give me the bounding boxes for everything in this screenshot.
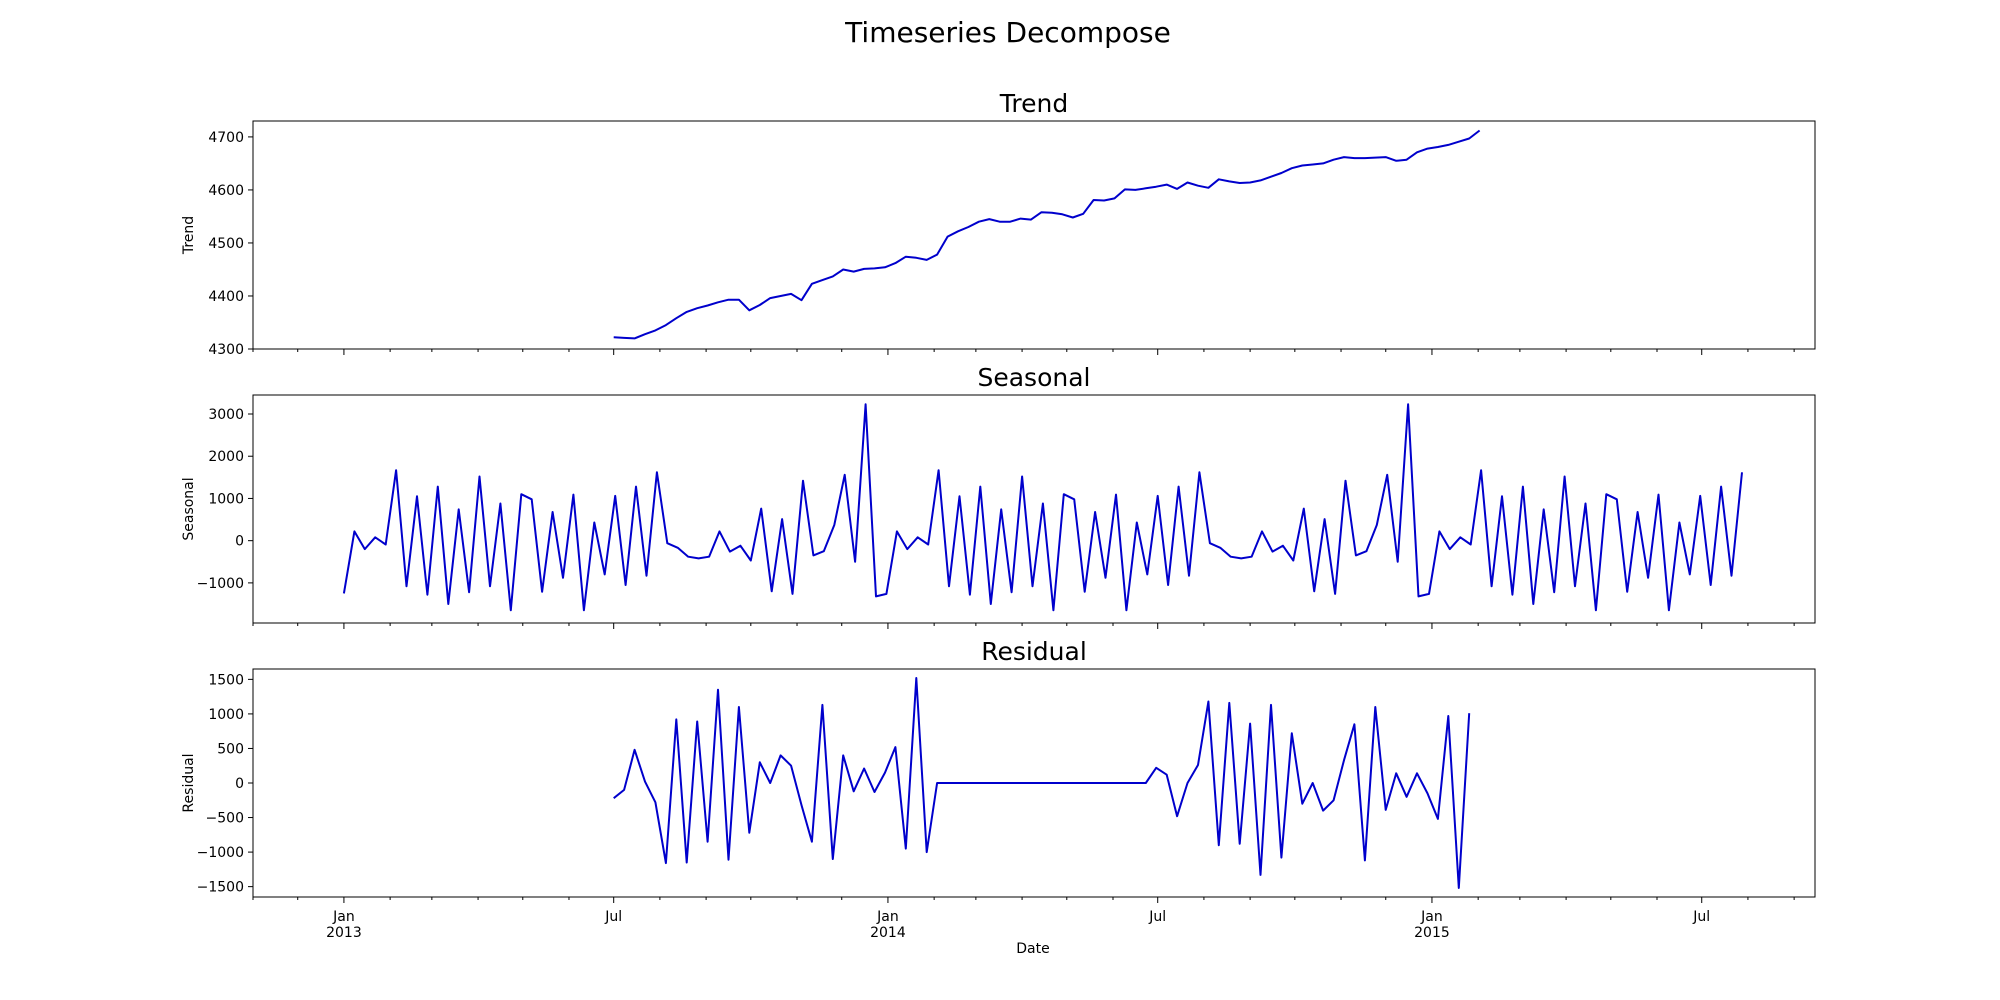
- figure-title: Timeseries Decompose: [844, 16, 1171, 49]
- panel-trend: Trend Trend 4300 4400 4500 4600 4700: [181, 89, 1816, 358]
- x-tick-label: Jan: [332, 909, 355, 925]
- y-tick-label: −500: [206, 811, 244, 827]
- y-tick-label: 4700: [208, 130, 244, 146]
- y-tick-label: 4500: [208, 236, 244, 252]
- x-tick-label: Jul: [1148, 909, 1166, 925]
- y-axis-label: Residual: [181, 753, 197, 812]
- x-tick-year-label: 2014: [870, 925, 906, 941]
- y-axis-label: Seasonal: [181, 477, 197, 540]
- y-tick-label: −1500: [197, 880, 244, 896]
- y-tick-label: −1000: [197, 576, 244, 592]
- y-tick-label: 1500: [208, 672, 244, 688]
- panel-title: Trend: [999, 89, 1068, 118]
- panels: TrendTrend43004400450046004700SeasonalSe…: [181, 89, 1816, 941]
- panel-title: Seasonal: [977, 363, 1090, 392]
- series-line-trend: [613, 129, 1481, 340]
- y-tick-label: 3000: [208, 407, 244, 423]
- axes-frame: [252, 394, 1816, 624]
- y-tick-label: 4400: [208, 289, 244, 305]
- x-tick-label: Jan: [1420, 909, 1443, 925]
- y-tick-label: 1000: [208, 491, 244, 507]
- y-tick-label: 0: [235, 776, 244, 792]
- y-tick-label: 1000: [208, 707, 244, 723]
- y-tick-label: 0: [235, 534, 244, 550]
- y-axis-label: Trend: [181, 216, 197, 255]
- x-tick-label: Jul: [604, 909, 622, 925]
- x-tick-year-label: 2015: [1414, 925, 1450, 941]
- y-tick-label: 4600: [208, 183, 244, 199]
- axes-frame: [252, 668, 1816, 898]
- y-tick-label: 4300: [208, 342, 244, 358]
- series-line-seasonal: [342, 403, 1743, 612]
- y-tick-label: 2000: [208, 449, 244, 465]
- x-tick-label: Jan: [876, 909, 899, 925]
- x-tick-label: Jul: [1692, 909, 1710, 925]
- panel-residual: Residual Residual −1500 −1000 −500 0 500 1000 15…: [181, 637, 1816, 903]
- panel-seasonal: Seasonal Seasonal −1000 0 1000 2000 3000: [181, 363, 1816, 629]
- x-axis-label: Date: [1016, 941, 1049, 957]
- y-tick-label: 500: [217, 741, 244, 757]
- y-tick-label: −1000: [197, 845, 244, 861]
- panel-title: Residual: [981, 637, 1087, 666]
- series-line-residual: [613, 677, 1471, 889]
- x-tick-year-label: 2013: [326, 925, 362, 941]
- axes-frame: [252, 120, 1816, 350]
